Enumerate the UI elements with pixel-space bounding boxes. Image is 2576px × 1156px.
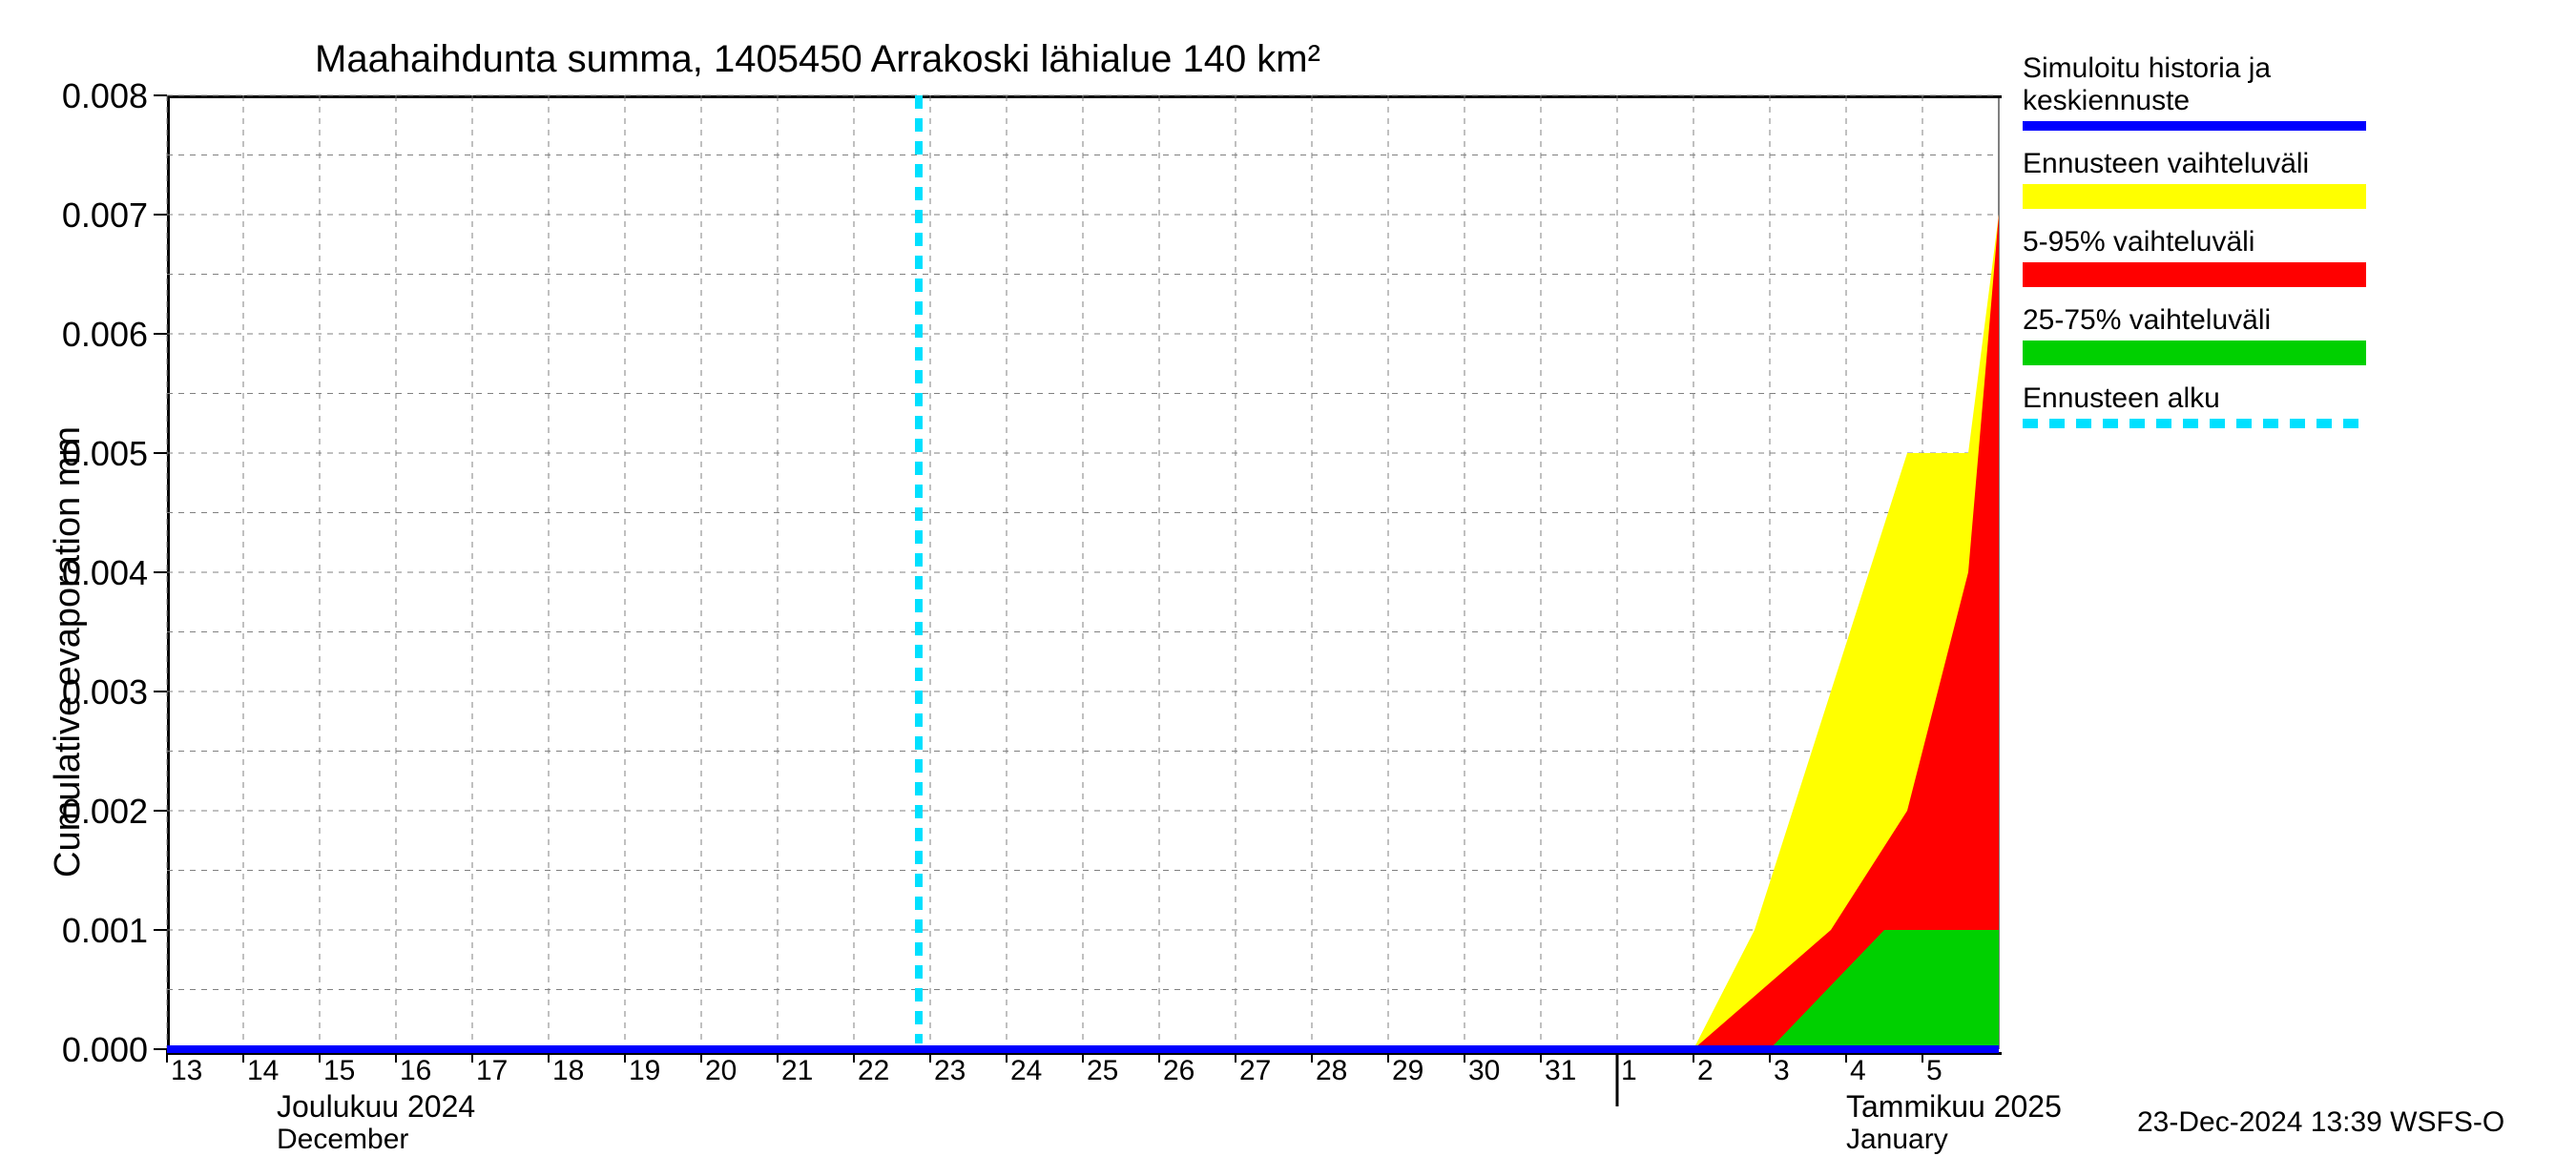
legend-label: 5-95% vaihteluväli xyxy=(2023,226,2557,258)
x-tick-label: 31 xyxy=(1545,1055,1576,1087)
month-label-left-en: December xyxy=(277,1124,408,1156)
y-tick-label: 0.000 xyxy=(33,1030,148,1070)
legend-label: keskiennuste xyxy=(2023,85,2557,117)
legend: Simuloitu historia jakeskiennuste Ennuste… xyxy=(2023,52,2557,445)
y-tick-label: 0.002 xyxy=(33,792,148,832)
x-tick-label: 27 xyxy=(1239,1055,1271,1087)
x-tick-label: 28 xyxy=(1316,1055,1347,1087)
legend-swatch xyxy=(2023,419,2366,428)
x-tick-label: 20 xyxy=(705,1055,737,1087)
legend-item: Simuloitu historia jakeskiennuste xyxy=(2023,52,2557,131)
x-tick-label: 5 xyxy=(1926,1055,1942,1087)
month-label-left-fi: Joulukuu 2024 xyxy=(277,1089,475,1125)
legend-label: 25-75% vaihteluväli xyxy=(2023,304,2557,337)
x-tick-label: 22 xyxy=(858,1055,889,1087)
legend-item: Ennusteen vaihteluväli xyxy=(2023,148,2557,209)
x-tick-label: 14 xyxy=(247,1055,279,1087)
x-tick-label: 15 xyxy=(323,1055,355,1087)
legend-swatch xyxy=(2023,262,2366,287)
y-tick-label: 0.001 xyxy=(33,911,148,951)
footer-timestamp: 23-Dec-2024 13:39 WSFS-O xyxy=(2137,1106,2504,1139)
legend-label: Simuloitu historia ja xyxy=(2023,52,2557,85)
y-tick-label: 0.006 xyxy=(33,315,148,355)
x-tick-label: 30 xyxy=(1468,1055,1500,1087)
x-tick-label: 25 xyxy=(1087,1055,1118,1087)
x-tick-label: 24 xyxy=(1010,1055,1042,1087)
y-tick-label: 0.003 xyxy=(33,672,148,712)
legend-swatch xyxy=(2023,341,2366,365)
x-tick-label: 18 xyxy=(552,1055,584,1087)
legend-label: Ennusteen alku xyxy=(2023,382,2557,415)
x-tick-label: 4 xyxy=(1850,1055,1866,1087)
y-tick-label: 0.008 xyxy=(33,76,148,116)
legend-swatch xyxy=(2023,184,2366,209)
x-tick-label: 19 xyxy=(629,1055,660,1087)
legend-item: 5-95% vaihteluväli xyxy=(2023,226,2557,287)
x-tick-label: 23 xyxy=(934,1055,966,1087)
legend-item: 25-75% vaihteluväli xyxy=(2023,304,2557,365)
x-tick-label: 16 xyxy=(400,1055,431,1087)
y-tick-label: 0.004 xyxy=(33,553,148,593)
chart-container: Maahaihdunta summa, 1405450 Arrakoski lä… xyxy=(0,0,2576,1145)
x-tick-label: 29 xyxy=(1392,1055,1423,1087)
y-tick-label: 0.007 xyxy=(33,196,148,236)
x-tick-label: 3 xyxy=(1774,1055,1790,1087)
legend-label: Ennusteen vaihteluväli xyxy=(2023,148,2557,180)
legend-item: Ennusteen alku xyxy=(2023,382,2557,428)
x-tick-label: 17 xyxy=(476,1055,508,1087)
legend-swatch xyxy=(2023,121,2366,131)
month-label-right-en: January xyxy=(1846,1124,1948,1156)
x-tick-label: 2 xyxy=(1697,1055,1714,1087)
x-tick-label: 1 xyxy=(1621,1055,1637,1087)
y-tick-label: 0.005 xyxy=(33,434,148,474)
x-tick-label: 21 xyxy=(781,1055,813,1087)
x-tick-label: 26 xyxy=(1163,1055,1195,1087)
x-tick-label: 13 xyxy=(171,1055,202,1087)
month-label-right-fi: Tammikuu 2025 xyxy=(1846,1089,2062,1125)
